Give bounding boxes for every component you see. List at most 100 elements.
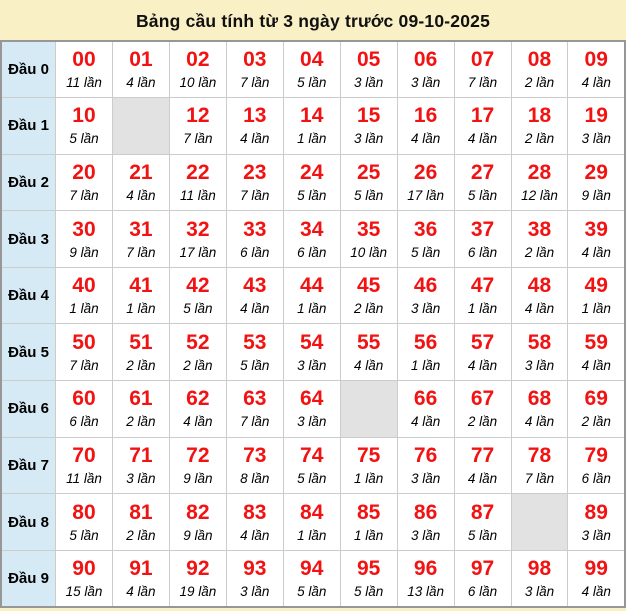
row-label: Đầu 8	[0, 493, 56, 551]
table-row: Đầu 6 60 6 lần 61 2 lần 62 4 lần 63 7 lần 64 3 lần…	[0, 380, 626, 438]
number-value: 45	[356, 274, 381, 298]
number-value: 28	[527, 160, 552, 184]
number-count: 4 lần	[524, 301, 555, 317]
number-count: 3 lần	[524, 583, 555, 599]
number-value: 06	[413, 48, 438, 72]
number-cell: 08 2 lần	[510, 40, 569, 99]
number-value: 77	[470, 443, 495, 467]
number-value: 51	[129, 330, 153, 354]
number-count: 19 lần	[179, 583, 217, 599]
number-value: 00	[72, 48, 96, 72]
number-value: 44	[300, 274, 324, 298]
number-count: 4 lần	[581, 357, 611, 373]
number-value: 05	[356, 48, 381, 72]
number-count: 5 lần	[410, 244, 441, 260]
number-value: 09	[584, 48, 608, 72]
number-value: 38	[527, 217, 552, 241]
number-count: 8 lần	[240, 470, 270, 486]
number-count: 1 lần	[581, 301, 611, 317]
number-value: 54	[300, 330, 324, 354]
number-value: 78	[527, 443, 552, 467]
number-count: 5 lần	[467, 527, 498, 543]
number-value: 04	[300, 48, 324, 72]
number-value: 52	[186, 330, 210, 354]
number-value: 56	[413, 330, 438, 354]
number-count: 1 lần	[297, 131, 327, 147]
number-value: 37	[470, 217, 495, 241]
number-count: 5 lần	[297, 583, 327, 599]
number-cell: 33 6 lần	[225, 210, 284, 268]
number-count: 3 lần	[354, 131, 384, 147]
number-count: 3 lần	[297, 357, 327, 373]
number-value: 39	[584, 217, 608, 241]
number-cell: 17 4 lần	[453, 97, 512, 155]
number-count: 10 lần	[350, 244, 388, 260]
number-cell: 89 3 lần	[567, 493, 626, 551]
table-row: Đầu 7 70 11 lần 71 3 lần 72 9 lần 73 8 lần 74 5 lầ…	[0, 436, 626, 495]
number-cell: 22 11 lần	[168, 153, 227, 212]
number-value: 34	[300, 217, 324, 241]
number-value: 26	[413, 160, 438, 184]
number-cell: 57 4 lần	[453, 323, 512, 382]
number-cell: 96 13 lần	[396, 549, 455, 608]
number-count: 9 lần	[581, 187, 611, 203]
number-value: 83	[243, 500, 267, 524]
number-cell: 01 4 lần	[111, 40, 170, 99]
number-count: 5 lần	[183, 301, 213, 317]
number-value: 61	[129, 387, 153, 411]
number-count: 3 lần	[410, 301, 441, 317]
number-count: 15 lần	[65, 583, 103, 599]
number-cell: 48 4 lần	[510, 266, 569, 325]
row-label: Đầu 0	[0, 40, 56, 99]
number-cell: 42 5 lần	[168, 266, 227, 325]
number-count: 5 lần	[297, 470, 327, 486]
number-value: 20	[72, 160, 96, 184]
number-value: 33	[243, 217, 267, 241]
empty-cell	[339, 380, 398, 438]
number-cell: 94 5 lần	[282, 549, 341, 608]
number-count: 4 lần	[467, 470, 498, 486]
number-value: 53	[243, 330, 267, 354]
number-cell: 74 5 lần	[282, 436, 341, 495]
number-count: 5 lần	[240, 357, 270, 373]
number-value: 71	[129, 443, 153, 467]
number-count: 17 lần	[179, 244, 217, 260]
number-count: 1 lần	[297, 527, 327, 543]
number-value: 57	[470, 330, 495, 354]
number-cell: 99 4 lần	[567, 549, 626, 608]
number-cell: 53 5 lần	[225, 323, 284, 382]
number-value: 79	[584, 443, 608, 467]
table-row: Đầu 4 40 1 lần 41 1 lần 42 5 lần 43 4 lần 44 1 lần…	[0, 266, 626, 325]
number-count: 9 lần	[69, 244, 99, 260]
number-value: 70	[72, 443, 96, 467]
number-value: 96	[413, 556, 438, 580]
number-value: 82	[186, 500, 210, 524]
number-cell: 31 7 lần	[111, 210, 170, 268]
number-count: 2 lần	[183, 357, 213, 373]
number-cell: 80 5 lần	[55, 493, 113, 551]
number-value: 01	[129, 48, 153, 72]
number-value: 49	[584, 274, 608, 298]
number-cell: 47 1 lần	[453, 266, 512, 325]
number-count: 4 lần	[240, 131, 270, 147]
number-value: 99	[584, 556, 608, 580]
table-row: Đầu 2 20 7 lần 21 4 lần 22 11 lần 23 7 lần 24 5 lầ…	[0, 153, 626, 212]
bridge-table: Đầu 0 00 11 lần 01 4 lần 02 10 lần 03 7 lần 04 5 l…	[0, 40, 626, 608]
number-cell: 26 17 lần	[396, 153, 455, 212]
number-value: 22	[186, 160, 210, 184]
number-cell: 87 5 lần	[453, 493, 512, 551]
number-cell: 50 7 lần	[55, 323, 113, 382]
number-cell: 36 5 lần	[396, 210, 455, 268]
number-count: 4 lần	[467, 131, 498, 147]
number-value: 46	[413, 274, 438, 298]
number-cell: 03 7 lần	[225, 40, 284, 99]
number-cell: 54 3 lần	[282, 323, 341, 382]
number-count: 5 lần	[354, 583, 384, 599]
number-cell: 75 1 lần	[339, 436, 398, 495]
number-count: 2 lần	[524, 131, 555, 147]
number-count: 1 lần	[297, 301, 327, 317]
number-count: 1 lần	[410, 357, 441, 373]
number-count: 17 lần	[407, 187, 444, 203]
number-value: 87	[470, 500, 495, 524]
table-row: Đầu 8 80 5 lần 81 2 lần 82 9 lần 83 4 lần 84 1 lần…	[0, 493, 626, 551]
